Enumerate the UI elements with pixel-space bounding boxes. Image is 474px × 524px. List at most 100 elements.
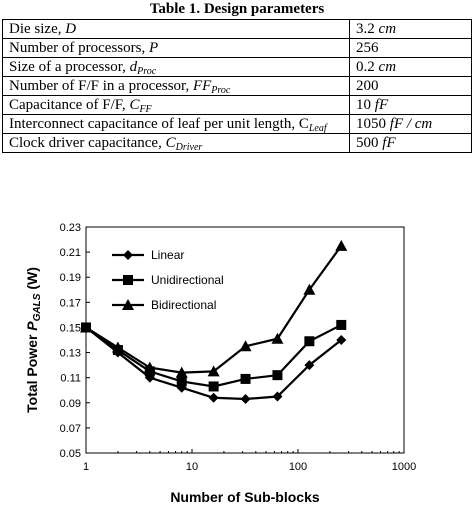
- parameter-value-cell: 1050 fF / cm: [349, 114, 472, 134]
- y-tick-label: 0.15: [60, 322, 81, 334]
- parameter-value: 3.2: [356, 21, 375, 37]
- table-title: Table 1. Design parameters: [149, 1, 325, 17]
- triangle-marker: [239, 340, 252, 352]
- y-axis-title: Total Power PGALS (W): [24, 267, 43, 413]
- square-marker: [123, 275, 133, 285]
- square-marker: [336, 319, 347, 330]
- x-axis-title: Number of Sub-blocks: [170, 489, 320, 505]
- legend-item: Unidirectional: [112, 273, 224, 287]
- x-tick-label: 1000: [392, 461, 416, 473]
- square-marker: [208, 381, 219, 392]
- parameter-name-cell: Capacitance of F/F, CFF: [1, 95, 351, 115]
- diamond-marker: [272, 391, 283, 402]
- triangle-marker: [122, 299, 134, 310]
- y-tick-label: 0.17: [60, 297, 81, 309]
- square-marker: [304, 336, 315, 347]
- legend-item: Bidirectional: [112, 298, 216, 312]
- y-tick-label: 0.23: [60, 222, 81, 234]
- parameter-symbol: FF: [192, 78, 212, 94]
- plot-area: [85, 226, 405, 454]
- parameter-subscript: Leaf: [308, 123, 327, 134]
- parameter-value: 10: [356, 97, 372, 113]
- square-marker: [176, 376, 187, 387]
- legend-item: Linear: [112, 248, 184, 262]
- parameter-symbol: P: [148, 40, 159, 56]
- diamond-marker: [336, 335, 347, 345]
- table-row: Die size, D 3.2 cm: [1, 19, 472, 39]
- parameter-subscript: FF: [139, 104, 152, 115]
- parameter-name-cell: Size of a processor, dProc: [1, 57, 351, 77]
- table-row: Capacitance of F/F, CFF 10 fF: [1, 95, 472, 115]
- parameter-subscript: Driver: [175, 142, 203, 153]
- parameter-subscript: Proc: [211, 85, 231, 96]
- x-tick-label: 1: [83, 461, 89, 473]
- table-row: Number of F/F in a processor, FFProc 200: [1, 76, 472, 96]
- parameter-name: Die size,: [9, 21, 66, 37]
- diamond-marker: [240, 394, 251, 405]
- legend-label: Bidirectional: [151, 298, 216, 312]
- y-tick-label: 0.09: [60, 398, 81, 410]
- square-marker: [240, 373, 251, 384]
- parameter-name-cell: Clock driver capacitance, CDriver: [1, 133, 351, 153]
- parameter-name: Capacitance of F/F,: [9, 97, 130, 113]
- x-tick-label: 10: [186, 461, 198, 473]
- parameter-value: 500: [356, 135, 379, 151]
- y-tick-label: 0.07: [60, 423, 81, 435]
- parameter-value: 200: [356, 78, 379, 94]
- y-tick-label: 0.05: [60, 448, 81, 460]
- x-tick-label: 100: [289, 461, 307, 473]
- y-tick-label: 0.13: [60, 348, 81, 360]
- parameter-name: Size of a processor,: [9, 59, 130, 75]
- total-power-chart: 0.05 0.07 0.09 0.11 0.13 0.15 0.17 0.19 0.21 0.23…: [24, 222, 416, 505]
- series-bidirectional: [80, 239, 348, 378]
- parameter-value: 256: [356, 40, 379, 56]
- y-tick-label: 0.21: [60, 247, 81, 259]
- parameter-subscript: Proc: [137, 66, 157, 77]
- triangle-marker: [303, 283, 316, 295]
- y-tick-label: 0.11: [60, 373, 81, 385]
- parameter-unit: cm: [378, 21, 397, 37]
- diamond-marker: [208, 392, 219, 403]
- parameter-value-cell: 10 fF: [349, 95, 472, 115]
- legend-label: Unidirectional: [151, 273, 224, 287]
- triangle-marker: [143, 361, 156, 373]
- design-parameters-table: Die size, D 3.2 cm Number of processors, P…: [1, 19, 472, 153]
- parameter-unit: fF: [382, 135, 396, 151]
- parameter-name-cell: Number of F/F in a processor, FFProc: [1, 76, 351, 96]
- parameter-unit: fF / cm: [389, 116, 433, 132]
- parameter-symbol: C: [129, 97, 140, 113]
- parameter-name: Clock driver capacitance,: [9, 135, 166, 151]
- triangle-marker: [271, 332, 284, 344]
- parameter-name-cell: Interconnect capacitance of leaf per uni…: [1, 114, 351, 134]
- square-marker: [272, 370, 283, 381]
- triangle-marker: [80, 321, 92, 333]
- parameter-name-cell: Number of processors, P: [1, 38, 351, 58]
- parameter-value-cell: 256: [349, 38, 472, 58]
- series-line: [85, 323, 342, 388]
- parameter-value-cell: 3.2 cm: [349, 19, 472, 39]
- parameter-unit: cm: [378, 59, 397, 75]
- parameter-value-cell: 500 fF: [349, 133, 472, 153]
- y-tick-label: 0.19: [60, 272, 81, 284]
- legend-label: Linear: [151, 248, 184, 262]
- parameter-value: 1050: [356, 116, 387, 132]
- table-row: Interconnect capacitance of leaf per uni…: [1, 114, 472, 134]
- parameter-value-cell: 200: [349, 76, 472, 96]
- parameter-symbol: D: [65, 21, 77, 37]
- triangle-marker: [175, 366, 188, 378]
- triangle-marker: [111, 341, 124, 353]
- table-row: Size of a processor, dProc 0.2 cm: [1, 57, 472, 77]
- table-row: Number of processors, P 256: [1, 38, 472, 58]
- triangle-marker: [335, 239, 348, 251]
- table-row: Clock driver capacitance, CDriver 500 fF: [1, 133, 472, 153]
- series-linear: [81, 322, 347, 405]
- parameter-symbol: d: [129, 59, 138, 75]
- parameter-name: Interconnect capacitance of leaf per uni…: [9, 116, 309, 132]
- triangle-marker: [207, 365, 220, 377]
- parameter-name: Number of F/F in a processor,: [9, 78, 193, 94]
- parameter-value-cell: 0.2 cm: [349, 57, 472, 77]
- parameter-name: Number of processors,: [9, 40, 149, 56]
- parameter-unit: fF: [374, 97, 389, 113]
- parameter-value: 0.2: [356, 59, 375, 75]
- diamond-marker: [304, 360, 315, 371]
